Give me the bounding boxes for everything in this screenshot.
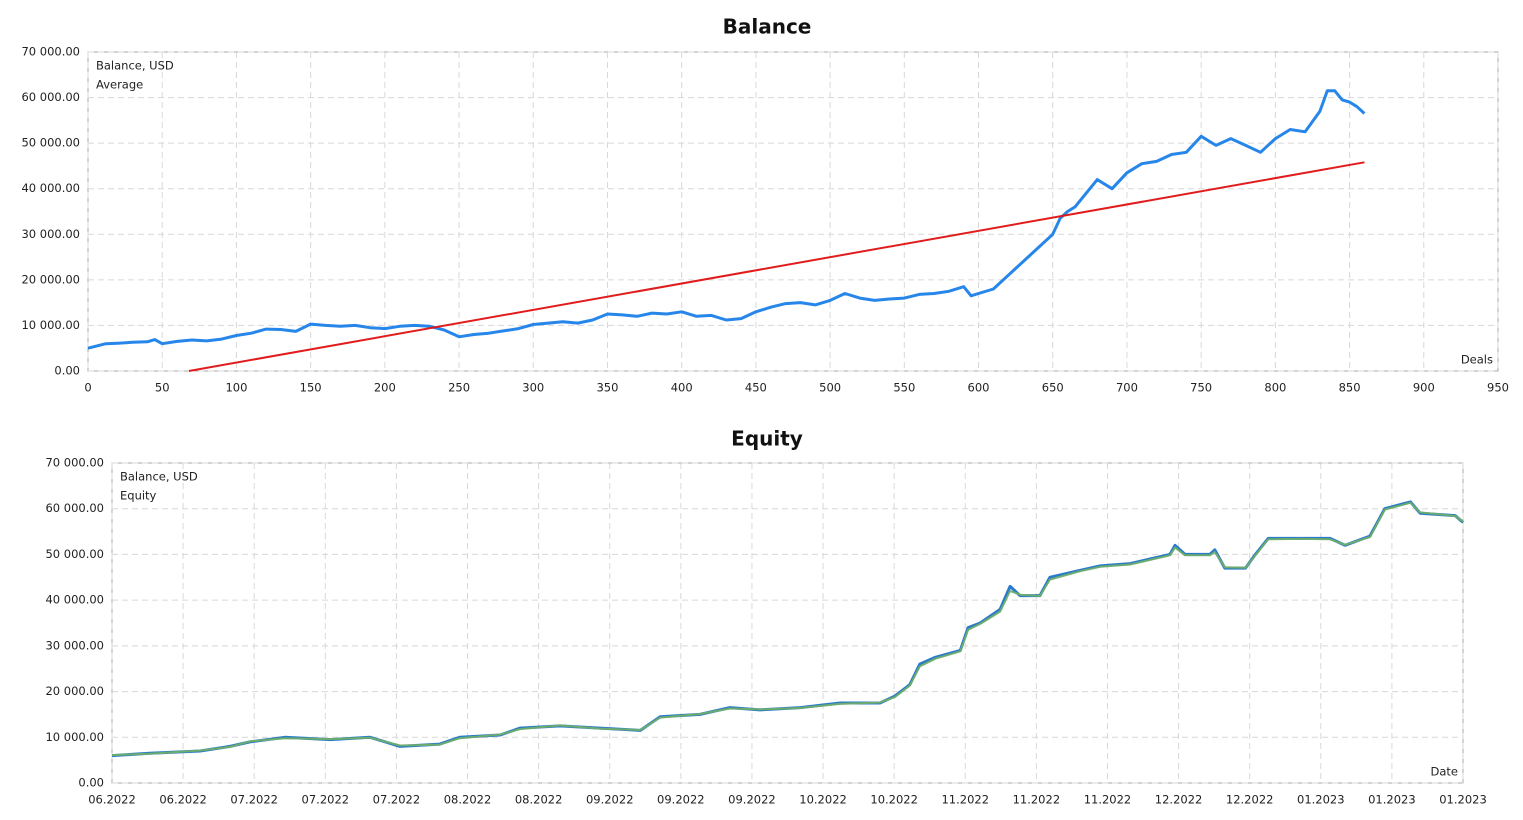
x-tick-label: 150	[300, 381, 322, 395]
x-tick-label: 07.2022	[373, 793, 421, 807]
legend-entry: Balance, USD	[120, 470, 198, 484]
series-line	[111, 501, 1464, 757]
x-tick-label: 07.2022	[302, 793, 350, 807]
x-tick-label: 11.2022	[941, 793, 989, 807]
x-tick-label: 700	[1116, 381, 1138, 395]
legend-entry: Balance, USD	[96, 59, 174, 73]
x-tick-label: 06.2022	[159, 793, 207, 807]
x-tick-label: 01.2023	[1439, 793, 1487, 807]
plot-area	[87, 51, 1499, 372]
y-tick-label: 10 000.00	[45, 730, 104, 744]
y-tick-label: 50 000.00	[21, 136, 80, 150]
x-tick-label: 09.2022	[586, 793, 634, 807]
x-tick-label: 07.2022	[230, 793, 278, 807]
y-tick-label: 50 000.00	[45, 547, 104, 561]
x-tick-label: 900	[1413, 381, 1435, 395]
x-tick-label: 11.2022	[1013, 793, 1061, 807]
y-tick-label: 70 000.00	[21, 45, 80, 59]
x-tick-label: 400	[671, 381, 693, 395]
legend-entry: Equity	[120, 489, 157, 503]
x-tick-label: 12.2022	[1155, 793, 1203, 807]
y-tick-label: 20 000.00	[21, 272, 80, 286]
plot-area	[111, 462, 1464, 784]
x-tick-label: 750	[1190, 381, 1212, 395]
y-tick-label: 20 000.00	[45, 684, 104, 698]
x-tick-label: 09.2022	[728, 793, 776, 807]
x-tick-label: 01.2023	[1297, 793, 1345, 807]
x-tick-label: 06.2022	[88, 793, 136, 807]
y-tick-label: 60 000.00	[45, 501, 104, 515]
x-tick-label: 950	[1487, 381, 1509, 395]
x-tick-label: 12.2022	[1226, 793, 1274, 807]
y-tick-label: 40 000.00	[21, 181, 80, 195]
x-tick-label: 11.2022	[1084, 793, 1132, 807]
x-tick-label: 08.2022	[444, 793, 492, 807]
x-axis-label: Deals	[1461, 353, 1493, 367]
x-tick-label: 650	[1042, 381, 1064, 395]
x-tick-label: 0	[84, 381, 91, 395]
y-tick-label: 60 000.00	[21, 90, 80, 104]
x-tick-label: 850	[1339, 381, 1361, 395]
x-tick-label: 500	[819, 381, 841, 395]
y-tick-label: 30 000.00	[21, 227, 80, 241]
series-line	[188, 161, 1365, 372]
x-tick-label: 01.2023	[1368, 793, 1416, 807]
x-tick-label: 300	[522, 381, 544, 395]
y-tick-label: 40 000.00	[45, 593, 104, 607]
x-tick-label: 200	[374, 381, 396, 395]
x-tick-label: 800	[1264, 381, 1286, 395]
x-tick-label: 10.2022	[870, 793, 918, 807]
x-tick-label: 600	[968, 381, 990, 395]
x-tick-label: 250	[448, 381, 470, 395]
x-tick-label: 50	[155, 381, 170, 395]
x-tick-label: 450	[745, 381, 767, 395]
x-tick-label: 100	[225, 381, 247, 395]
y-tick-label: 0.00	[78, 776, 104, 790]
y-tick-label: 0.00	[54, 364, 80, 378]
legend-entry: Average	[96, 78, 143, 92]
x-tick-label: 10.2022	[799, 793, 847, 807]
x-tick-label: 09.2022	[657, 793, 705, 807]
x-axis-label: Date	[1431, 765, 1459, 779]
y-tick-label: 30 000.00	[45, 638, 104, 652]
x-tick-label: 350	[596, 381, 618, 395]
x-tick-label: 08.2022	[515, 793, 563, 807]
y-tick-label: 70 000.00	[45, 456, 104, 470]
chart-title: Balance	[723, 15, 812, 39]
chart-title: Equity	[731, 427, 803, 451]
y-tick-label: 10 000.00	[21, 318, 80, 332]
x-tick-label: 550	[893, 381, 915, 395]
series-line	[87, 89, 1366, 350]
